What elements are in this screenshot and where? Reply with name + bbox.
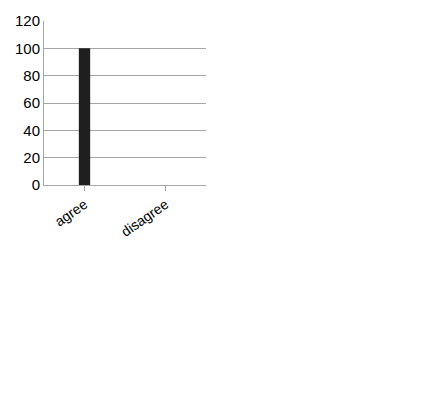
svg-text:0: 0: [32, 176, 40, 193]
svg-text:20: 20: [23, 149, 40, 166]
svg-text:disagree: disagree: [118, 196, 171, 240]
svg-text:agree: agree: [52, 196, 91, 230]
svg-text:60: 60: [23, 94, 40, 111]
svg-text:120: 120: [15, 12, 40, 29]
svg-text:40: 40: [23, 122, 40, 139]
svg-text:100: 100: [15, 40, 40, 57]
svg-text:80: 80: [23, 67, 40, 84]
